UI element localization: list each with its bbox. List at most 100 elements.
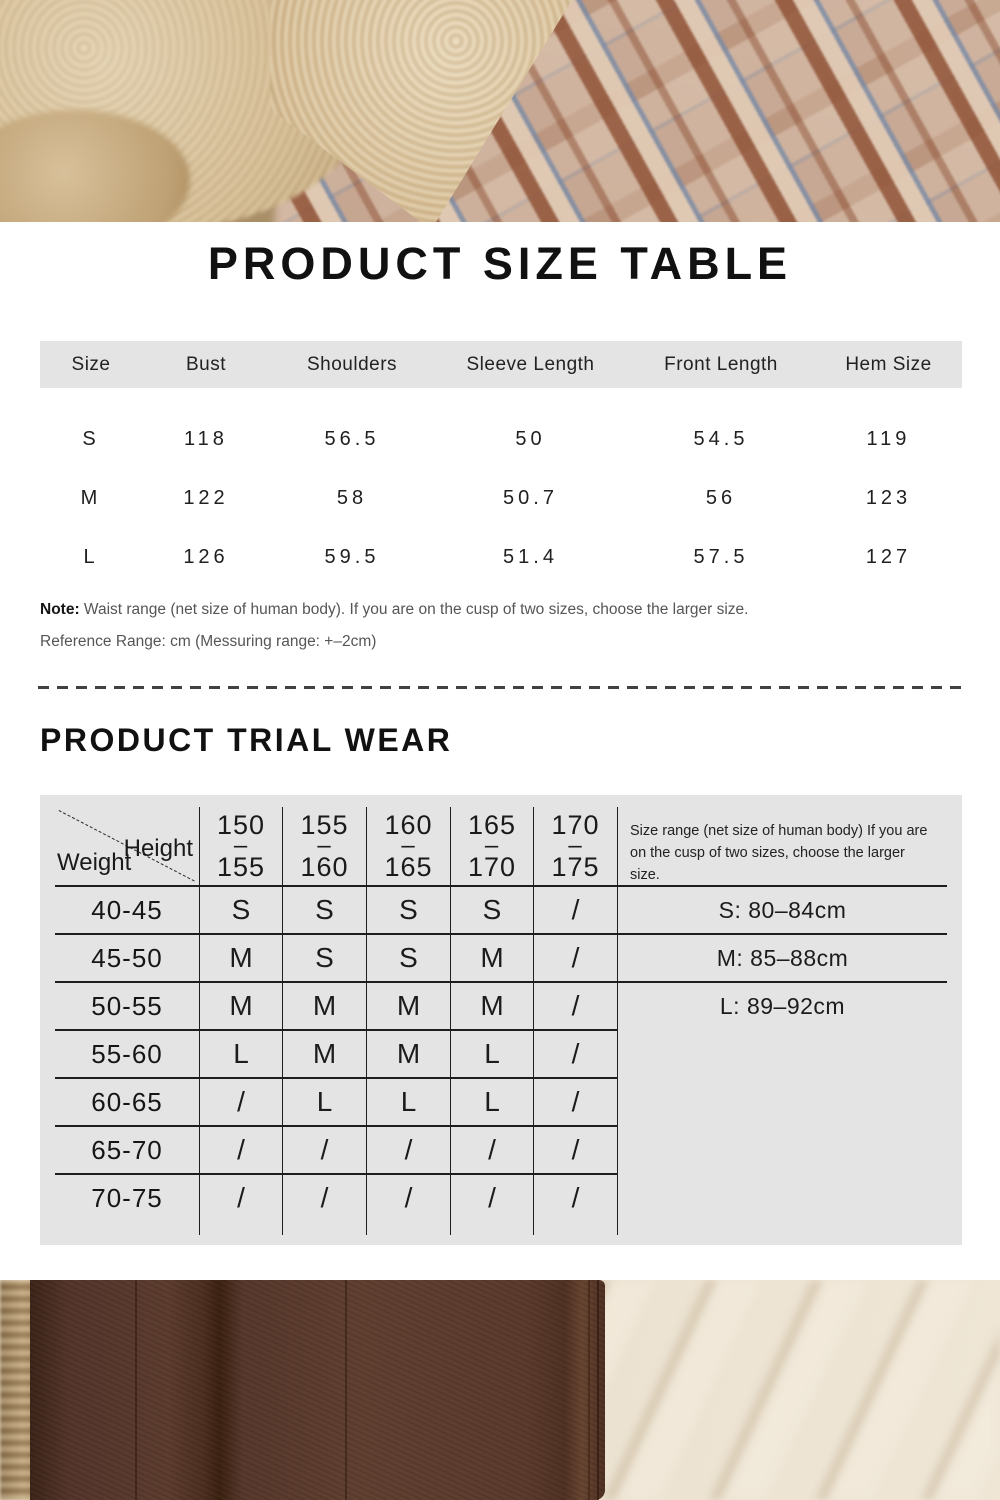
height-range-bottom: 175	[551, 851, 600, 882]
trial-cell: /	[450, 1173, 533, 1221]
trial-cell: /	[533, 1077, 617, 1125]
trouser-stitch-line	[588, 1280, 590, 1500]
size-table-header-bust: Bust	[185, 353, 227, 375]
size-range-note-cell: Size range (net size of human body) If y…	[617, 807, 947, 885]
front-cell: 56	[705, 487, 737, 509]
size-cell: M	[80, 487, 102, 509]
trial-cell: S	[366, 885, 450, 933]
trial-cell: M	[282, 981, 366, 1029]
height-col-header: 150 – 155	[199, 807, 282, 885]
trouser-stitch-line	[597, 1280, 599, 1500]
trial-cell: /	[199, 1077, 282, 1125]
weight-row-label: 50-55	[55, 981, 199, 1029]
height-range-top: 155	[300, 810, 349, 841]
shoulders-cell: 59.5	[324, 546, 380, 568]
height-col-header: 155 – 160	[282, 807, 366, 885]
range-separator: –	[233, 832, 249, 860]
dashed-divider	[38, 686, 962, 689]
vertical-line-stub	[282, 1221, 366, 1235]
range-separator: –	[484, 832, 500, 860]
empty-cell	[55, 1221, 199, 1235]
vertical-line-stub	[366, 1221, 450, 1235]
size-table-row-l: L 126 59.5 51.4 57.5 127	[40, 528, 962, 587]
height-range-bottom: 155	[216, 851, 266, 882]
range-separator: –	[317, 832, 332, 860]
trial-cell: S	[282, 933, 366, 981]
trial-cell: L	[366, 1077, 450, 1125]
empty-cell	[617, 1029, 947, 1077]
trouser-seam	[345, 1280, 347, 1500]
size-range-note: Size range (net size of human body) If y…	[630, 823, 928, 883]
height-range-top: 150	[216, 810, 266, 841]
trial-cell: /	[282, 1173, 366, 1221]
size-table-header-sleeve: Sleeve Length	[466, 353, 595, 375]
trial-cell: /	[366, 1125, 450, 1173]
trial-cell: /	[199, 1125, 282, 1173]
trial-cell: M	[450, 933, 533, 981]
size-table: Size Bust Shoulders Sleeve Length Front …	[40, 341, 962, 587]
trial-cell: /	[533, 933, 617, 981]
height-range-bottom: 170	[467, 851, 517, 882]
trial-cell: M	[199, 981, 282, 1029]
hem-cell: 127	[865, 546, 912, 568]
front-cell: 57.5	[693, 546, 749, 568]
size-table-title: PRODUCT SIZE TABLE	[207, 238, 793, 289]
trial-cell: M	[450, 981, 533, 1029]
height-range-top: 165	[467, 810, 517, 841]
size-range-s: S: 80–84cm	[617, 885, 947, 933]
weight-row-label: 70-75	[55, 1173, 199, 1221]
size-cell: S	[82, 428, 100, 450]
product-photo-bottom	[0, 1280, 1000, 1500]
height-range-top: 170	[551, 810, 600, 841]
size-table-header-hem: Hem Size	[845, 353, 932, 375]
trial-cell: /	[199, 1173, 282, 1221]
bust-cell: 118	[184, 428, 228, 450]
size-table-header-size: Size	[71, 353, 111, 375]
trial-wear-table: Height Weight 150 – 155 155 – 160 160 – …	[55, 807, 947, 1235]
size-table-row-s: S 118 56.5 50 54.5 119	[40, 410, 962, 469]
empty-cell	[617, 1125, 947, 1173]
size-table-row-m: M 122 58 50.7 56 123	[40, 469, 962, 528]
trial-cell: /	[533, 981, 617, 1029]
front-cell: 54.5	[693, 428, 749, 450]
trial-cell: M	[282, 1029, 366, 1077]
weight-row-label: 45-50	[55, 933, 199, 981]
empty-cell	[617, 1077, 947, 1125]
note-label: Note:	[40, 601, 80, 618]
trial-cell: /	[450, 1125, 533, 1173]
hem-cell: 123	[865, 487, 912, 509]
vertical-line-stub	[533, 1221, 617, 1235]
height-col-header: 165 – 170	[450, 807, 533, 885]
height-range-top: 160	[384, 810, 433, 841]
size-range-m: M: 85–88cm	[617, 933, 947, 981]
vertical-line-stub	[450, 1221, 533, 1235]
weight-row-label: 65-70	[55, 1125, 199, 1173]
trial-cell: /	[366, 1173, 450, 1221]
wall-texture	[550, 1280, 1000, 1500]
height-axis-label: Height	[123, 835, 193, 862]
trial-cell: /	[533, 885, 617, 933]
height-col-header: 170 – 175	[533, 807, 617, 885]
trial-cell: M	[199, 933, 282, 981]
vertical-line-stub	[199, 1221, 282, 1235]
trial-cell: S	[366, 933, 450, 981]
trial-cell: L	[282, 1077, 366, 1125]
hem-cell: 119	[866, 428, 911, 450]
height-range-bottom: 160	[300, 851, 349, 882]
product-photo-top	[0, 0, 1000, 222]
size-range-l: L: 89–92cm	[617, 981, 947, 1029]
trial-cell: /	[533, 1173, 617, 1221]
trial-cell: /	[533, 1029, 617, 1077]
range-separator: –	[568, 832, 583, 860]
trial-cell: M	[366, 981, 450, 1029]
range-separator: –	[401, 832, 416, 860]
trial-cell: S	[450, 885, 533, 933]
size-table-header-shoulders: Shoulders	[306, 353, 398, 375]
height-range-bottom: 165	[384, 851, 433, 882]
trial-cell: /	[282, 1125, 366, 1173]
size-table-body: S 118 56.5 50 54.5 119 M 122 58 50.7 56 …	[40, 410, 962, 587]
weight-axis-label: Weight	[57, 849, 132, 876]
trial-corner-cell: Height Weight	[55, 807, 199, 885]
height-col-header: 160 – 165	[366, 807, 450, 885]
